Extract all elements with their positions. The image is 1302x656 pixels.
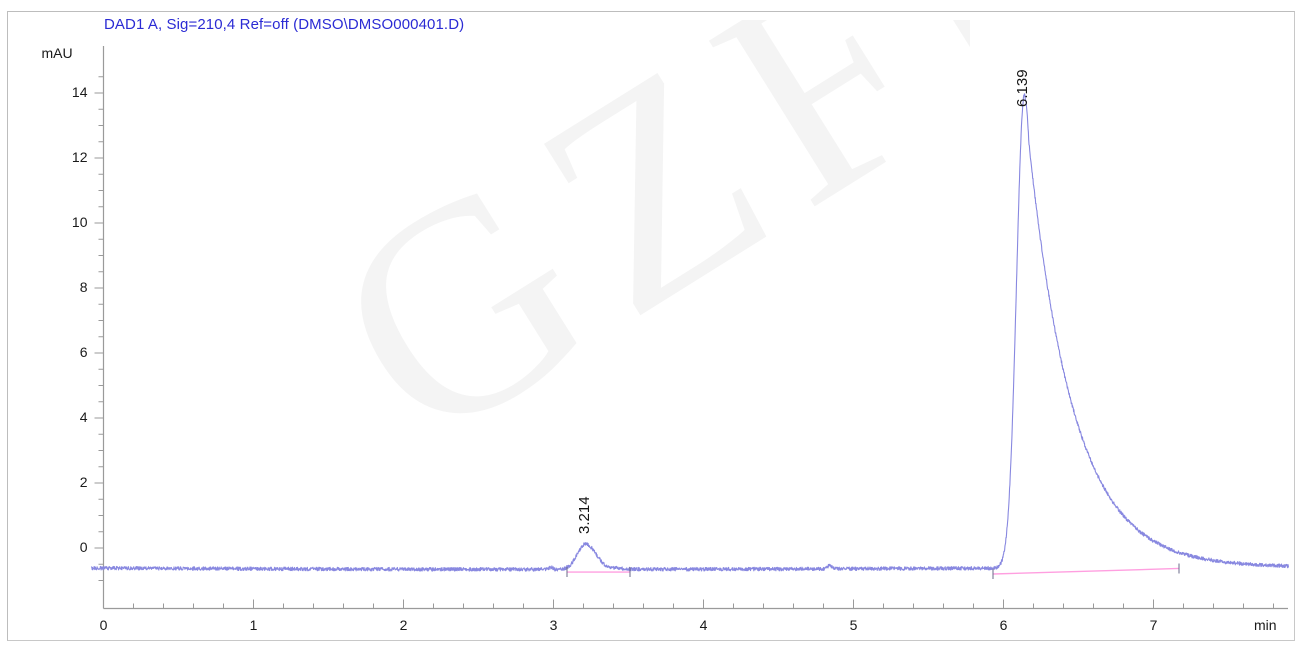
signal-title: DAD1 A, Sig=210,4 Ref=off (DMSO\DMSO0004…: [104, 16, 465, 33]
x-tick-label: 3: [549, 616, 558, 633]
signal-trace: [90, 93, 1289, 572]
peak-label: 6.139: [1014, 69, 1032, 107]
x-tick-label: 6: [999, 616, 1008, 633]
y-tick-label: 10: [71, 214, 88, 230]
x-tick-label: 0: [99, 616, 108, 633]
y-tick-label: 8: [79, 279, 88, 295]
y-axis-unit-label: mAU: [41, 45, 73, 61]
window-frame: [7, 11, 1295, 641]
peak-label: 3.214: [575, 496, 593, 535]
y-tick-label: 4: [79, 409, 88, 425]
y-tick-label: 2: [79, 474, 88, 490]
baseline-6139: [992, 567, 1180, 575]
y-tick-label: 6: [79, 344, 88, 360]
x-tick-label: 5: [849, 616, 858, 633]
x-tick-label: 4: [699, 616, 708, 633]
y-tick-label: 0: [79, 539, 88, 555]
y-tick-label: 12: [71, 149, 88, 165]
x-axis-unit-label: min: [1254, 616, 1277, 633]
x-tick-label: 2: [399, 616, 408, 633]
y-tick-label: 14: [71, 84, 88, 100]
x-tick-label: 7: [1149, 616, 1158, 633]
x-tick-label: 1: [249, 616, 258, 633]
